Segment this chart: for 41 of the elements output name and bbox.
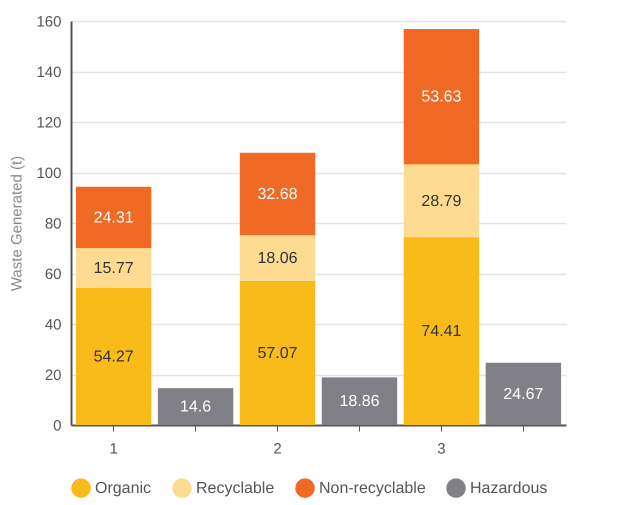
data-label: 24.31 [94, 209, 134, 226]
y-tick-label: 120 [36, 114, 62, 132]
x-tick-label: 1 [109, 440, 118, 458]
bar [76, 248, 152, 288]
y-tick-label: 140 [36, 64, 62, 81]
y-tick-label: 20 [44, 367, 62, 384]
legend-label: Hazardous [470, 480, 548, 498]
bar [240, 280, 316, 425]
data-label: 57.07 [258, 344, 298, 362]
bar [486, 362, 562, 425]
bar [76, 288, 152, 425]
y-tick-label: 160 [36, 14, 62, 30]
data-label: 14.6 [180, 398, 212, 416]
data-label: 18.06 [258, 250, 298, 268]
y-tick-label: 100 [36, 165, 62, 182]
y-tick-label: 0 [53, 418, 62, 434]
bar [404, 29, 480, 164]
y-tick-label: 80 [44, 216, 62, 232]
legend-label: Recyclable [196, 480, 274, 498]
x-tick-label: 2 [273, 440, 282, 458]
y-axis-title: Waste Generated (t) [8, 156, 26, 292]
bar [158, 388, 234, 425]
x-tick-label: 3 [437, 440, 446, 458]
data-label: 24.67 [503, 386, 544, 403]
bar [240, 152, 316, 236]
data-label: 54.27 [94, 348, 134, 366]
y-tick-label: 40 [44, 316, 62, 334]
bar [240, 235, 316, 281]
data-label: 18.86 [339, 393, 380, 410]
y-tick-label: 60 [44, 266, 62, 283]
bar [404, 237, 480, 425]
bar [322, 377, 398, 425]
data-label: 32.68 [258, 186, 298, 204]
legend-label: Non-recyclable [319, 480, 426, 498]
data-label: 53.63 [421, 88, 462, 106]
data-label: 15.77 [94, 260, 134, 278]
bar [404, 164, 480, 238]
data-label: 74.41 [421, 323, 462, 340]
bar [76, 186, 152, 248]
data-label: 28.79 [421, 192, 462, 210]
legend-label: Organic [95, 480, 152, 498]
